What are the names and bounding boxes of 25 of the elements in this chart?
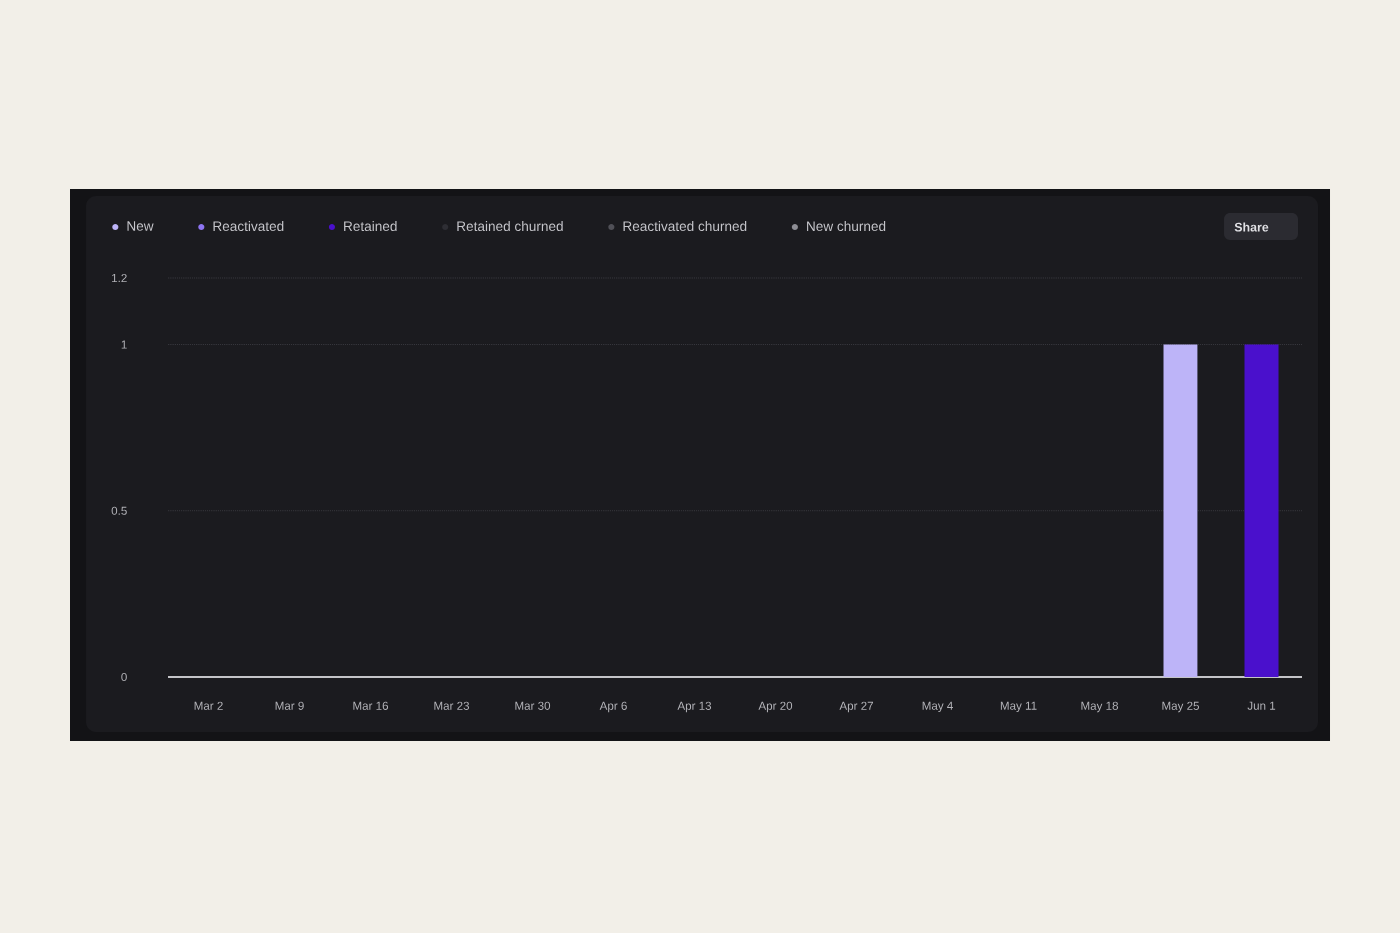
x-tick-label: Jun 1	[1247, 701, 1276, 710]
x-tick-label: Mar 2	[194, 701, 223, 710]
y-tick-label: 1.2	[112, 273, 127, 283]
x-tick-label: Mar 23	[434, 701, 470, 710]
x-tick-label: Mar 30	[515, 701, 551, 710]
x-tick-label: Mar 16	[353, 701, 389, 710]
y-tick-label: 0	[121, 672, 127, 682]
legend-label: New churned	[807, 221, 886, 232]
x-tick-label: May 25	[1162, 701, 1200, 713]
x-tick-label: May 11	[1000, 701, 1037, 713]
legend-label: Retained	[344, 221, 397, 232]
legend-label: Reactivated	[213, 221, 284, 232]
text: Share	[1234, 222, 1269, 232]
legend-label: New	[127, 221, 154, 231]
x-tick-label: May 18	[1081, 701, 1119, 713]
x-tick-label: Apr 13	[677, 701, 712, 713]
x-tick-label: Apr 20	[758, 701, 793, 713]
x-tick-label: May 4	[922, 701, 953, 713]
y-tick-label: 0.5	[111, 506, 127, 515]
x-tick-label: Mar 9	[275, 701, 304, 710]
legend-label: Reactivated churned	[623, 221, 747, 232]
y-tick-label: 1	[121, 340, 127, 349]
x-tick-label: Apr 27	[839, 701, 874, 713]
x-tick-label: Apr 6	[599, 701, 627, 713]
legend-label: Retained churned	[457, 221, 563, 232]
